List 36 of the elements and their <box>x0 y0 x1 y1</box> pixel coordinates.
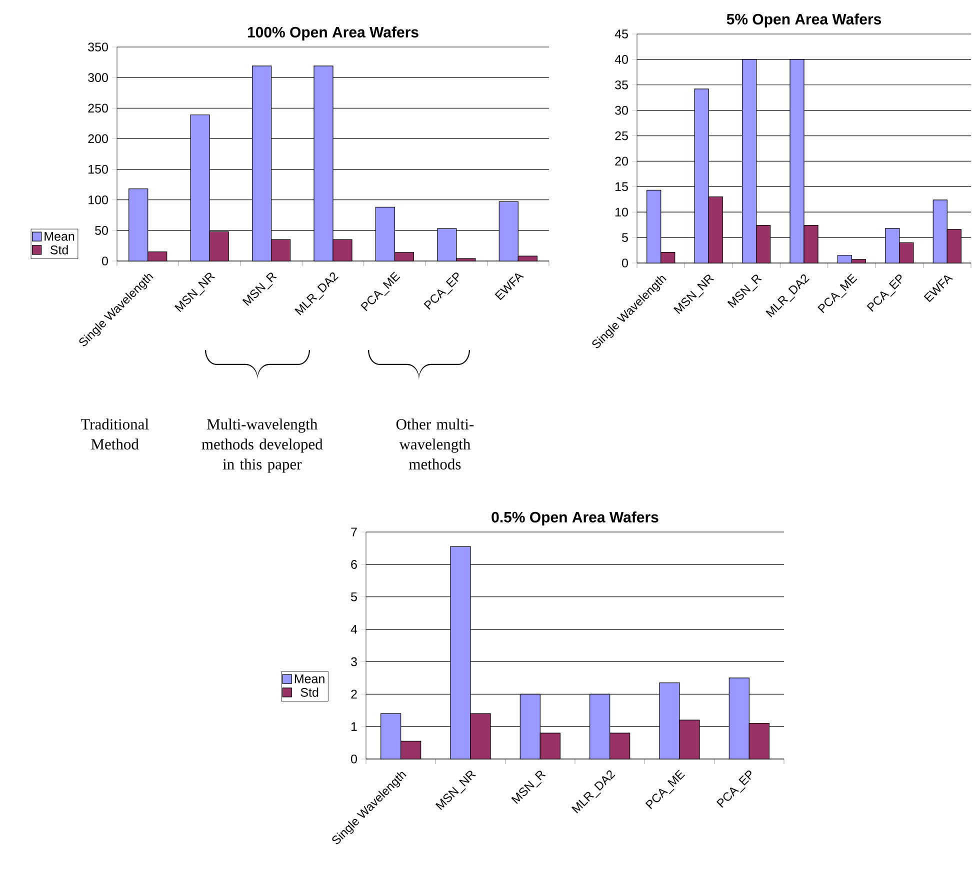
y-tick-label: 100 <box>88 195 108 204</box>
y-tick-label: 5 <box>622 233 628 242</box>
y-tick-label: 350 <box>88 42 108 52</box>
legend-label: Mean <box>44 232 74 241</box>
y-tick-label: 15 <box>616 182 628 192</box>
text: Multi-wavelength methods developed in this paper <box>202 418 323 473</box>
y-tick-label: 0 <box>622 258 628 268</box>
legend-label: Std <box>300 688 318 697</box>
y-tick-label: 4 <box>350 624 358 634</box>
legend-label: Std <box>50 245 68 254</box>
y-tick-label: 300 <box>88 73 108 82</box>
y-tick-label: 35 <box>615 80 628 90</box>
y-tick-label: 25 <box>615 131 628 140</box>
y-tick-label: 7 <box>351 528 357 536</box>
text: Traditional Method <box>80 418 149 450</box>
y-tick-label: 150 <box>88 164 108 174</box>
text: Other multi-wavelength methods <box>396 418 474 470</box>
y-tick-label: 5 <box>351 592 357 602</box>
y-tick-label: 0 <box>102 256 108 266</box>
y-tick-label: 200 <box>88 134 108 144</box>
y-tick-label: 0 <box>351 754 357 764</box>
y-tick-label: 3 <box>350 657 357 666</box>
y-tick-label: 40 <box>614 55 628 64</box>
legend-label: Mean <box>294 674 324 684</box>
y-tick-label: 20 <box>615 156 628 166</box>
chart-title: 100% Open Area Wafers <box>248 26 418 40</box>
y-tick-label: 45 <box>614 30 628 38</box>
y-tick-label: 1 <box>351 722 357 731</box>
chart-title: 0.5% Open Area Wafers <box>492 511 658 526</box>
y-tick-label: 50 <box>95 226 108 235</box>
y-tick-label: 30 <box>615 106 628 115</box>
y-tick-label: 6 <box>351 560 357 569</box>
y-tick-label: 250 <box>88 104 108 113</box>
chart-title: 5% Open Area Wafers <box>726 13 882 28</box>
y-tick-label: 10 <box>616 208 628 217</box>
y-tick-label: 2 <box>351 690 357 699</box>
